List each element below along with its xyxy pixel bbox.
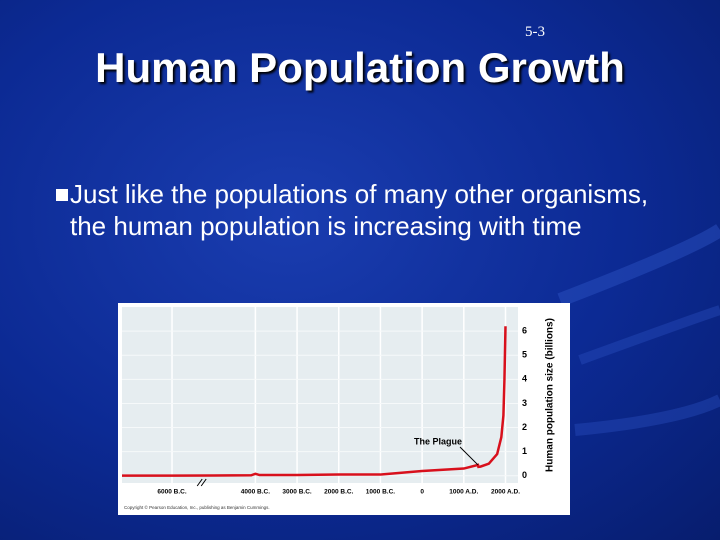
annotation-pointer — [459, 446, 479, 466]
y-axis-label: Human population size (billions) — [545, 318, 556, 472]
y-tick-label: 5 — [522, 350, 527, 360]
x-tick-label: 1000 A.D. — [449, 489, 478, 496]
population-line — [122, 326, 507, 477]
slide-title: Human Population Growth — [95, 44, 625, 91]
y-tick-label: 2 — [522, 422, 527, 432]
axis-break — [196, 478, 207, 487]
y-tick-label: 6 — [522, 325, 527, 335]
x-tick-label: 2000 B.C. — [324, 489, 353, 496]
plot-area — [122, 307, 518, 483]
slide-number: 5-3 — [525, 24, 545, 40]
x-tick-label: 6000 B.C. — [157, 489, 186, 496]
y-tick-label: 4 — [522, 374, 527, 384]
y-tick-label: 0 — [522, 470, 527, 480]
x-tick-label: 3000 B.C. — [282, 489, 311, 496]
x-tick-label: 2000 A.D. — [491, 489, 520, 496]
annotation: The Plague — [414, 436, 462, 446]
y-tick-label: 1 — [522, 446, 527, 456]
bullet-marker — [56, 189, 68, 201]
x-tick-label: 0 — [420, 489, 424, 496]
x-tick-label: 1000 B.C. — [366, 489, 395, 496]
x-tick-label: 4000 B.C. — [241, 489, 270, 496]
bullet-text: Just like the populations of many other … — [70, 179, 649, 241]
credit: Copyright © Pearson Education, Inc., pub… — [124, 504, 270, 510]
y-tick-label: 3 — [522, 398, 527, 408]
